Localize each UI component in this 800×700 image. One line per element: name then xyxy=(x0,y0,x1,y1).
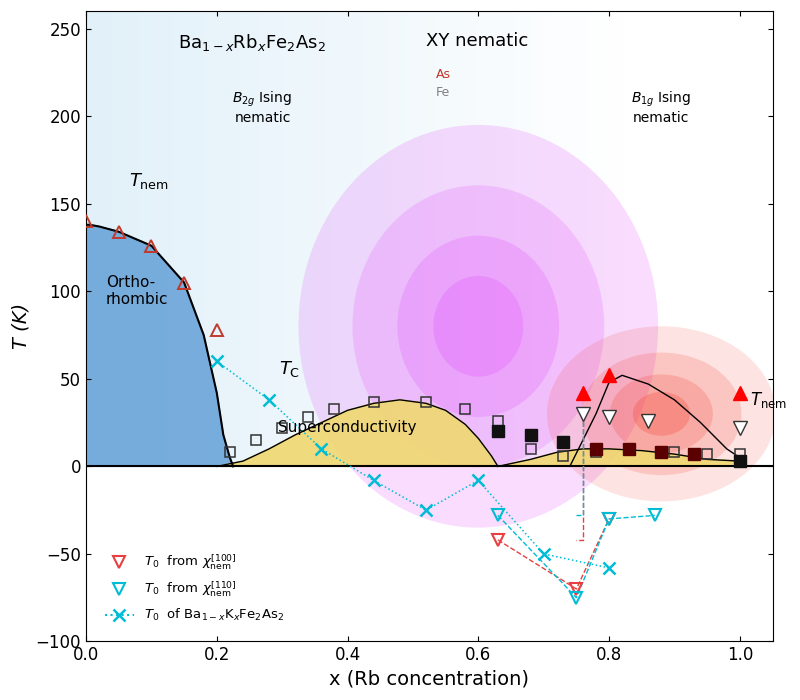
Text: $B_{2g}$ Ising
nematic: $B_{2g}$ Ising nematic xyxy=(233,90,293,125)
Ellipse shape xyxy=(434,276,523,377)
Text: Ba$_{1-x}$Rb$_x$Fe$_2$As$_2$: Ba$_{1-x}$Rb$_x$Fe$_2$As$_2$ xyxy=(178,32,326,53)
Polygon shape xyxy=(86,225,233,466)
Ellipse shape xyxy=(582,353,742,475)
Text: $T_{\rm C}$: $T_{\rm C}$ xyxy=(279,359,300,379)
Ellipse shape xyxy=(298,125,658,528)
Ellipse shape xyxy=(398,236,559,417)
Text: Fe: Fe xyxy=(436,85,450,99)
Text: Ortho-
rhombic: Ortho- rhombic xyxy=(106,275,168,307)
Ellipse shape xyxy=(610,374,713,453)
Ellipse shape xyxy=(633,392,690,435)
Y-axis label: T (K): T (K) xyxy=(11,303,30,349)
Text: As: As xyxy=(436,68,451,81)
Text: $T_{\rm nem}$: $T_{\rm nem}$ xyxy=(129,172,169,192)
Legend: $T_0$  from $\chi^{[100]}_{\rm nem}$, $T_0$  from $\chi^{[110]}_{\rm nem}$, $T_0: $T_0$ from $\chi^{[100]}_{\rm nem}$, $T_… xyxy=(99,547,290,629)
X-axis label: x (Rb concentration): x (Rb concentration) xyxy=(330,670,530,689)
Ellipse shape xyxy=(547,326,776,501)
Polygon shape xyxy=(498,449,740,466)
Polygon shape xyxy=(217,400,498,466)
Text: $B_{1g}$ Ising
nematic: $B_{1g}$ Ising nematic xyxy=(631,90,691,125)
Text: XY nematic: XY nematic xyxy=(426,32,528,50)
Text: Superconductivity: Superconductivity xyxy=(278,420,417,435)
Text: $T_{\rm nem}$: $T_{\rm nem}$ xyxy=(750,390,786,410)
Ellipse shape xyxy=(353,186,604,467)
